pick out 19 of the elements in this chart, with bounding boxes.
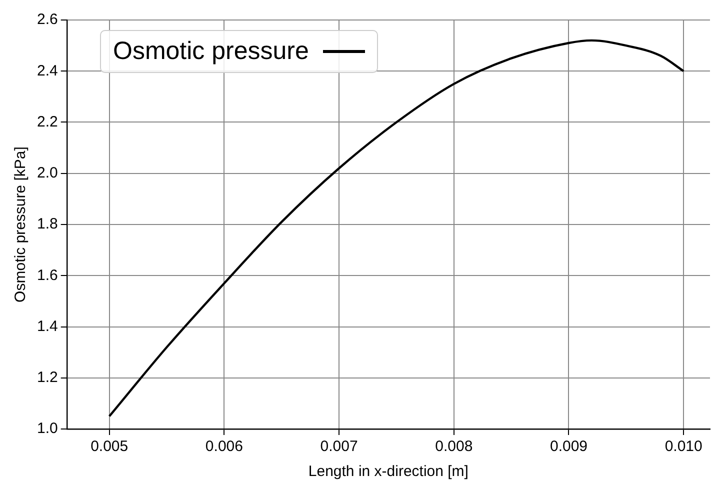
y-tick-label: 1.2	[36, 369, 58, 386]
y-axis-title: Osmotic pressure [kPa]	[12, 146, 30, 302]
x-tick-label: 0.008	[435, 438, 473, 456]
y-tick-label: 1.4	[36, 318, 58, 335]
x-tick-label: 0.009	[550, 438, 588, 456]
y-tick-label: 2.0	[36, 164, 58, 182]
y-tick-label: 1.0	[36, 420, 58, 438]
y-tick-label: 2.6	[36, 11, 58, 28]
x-axis-title: Length in x-direction [m]	[308, 463, 468, 480]
line-series	[108, 39, 685, 418]
y-tick-label: 1.8	[36, 216, 58, 233]
legend-label: Osmotic pressure	[113, 37, 309, 66]
x-tick-label: 0.005	[90, 438, 128, 456]
y-tick-label: 2.4	[36, 62, 58, 80]
y-tick-label: 1.6	[36, 266, 58, 284]
x-tick-label: 0.006	[205, 438, 243, 456]
x-tick-label: 0.007	[320, 438, 358, 456]
y-tick-label: 2.2	[36, 113, 58, 130]
x-tick-label: 0.010	[664, 438, 702, 456]
